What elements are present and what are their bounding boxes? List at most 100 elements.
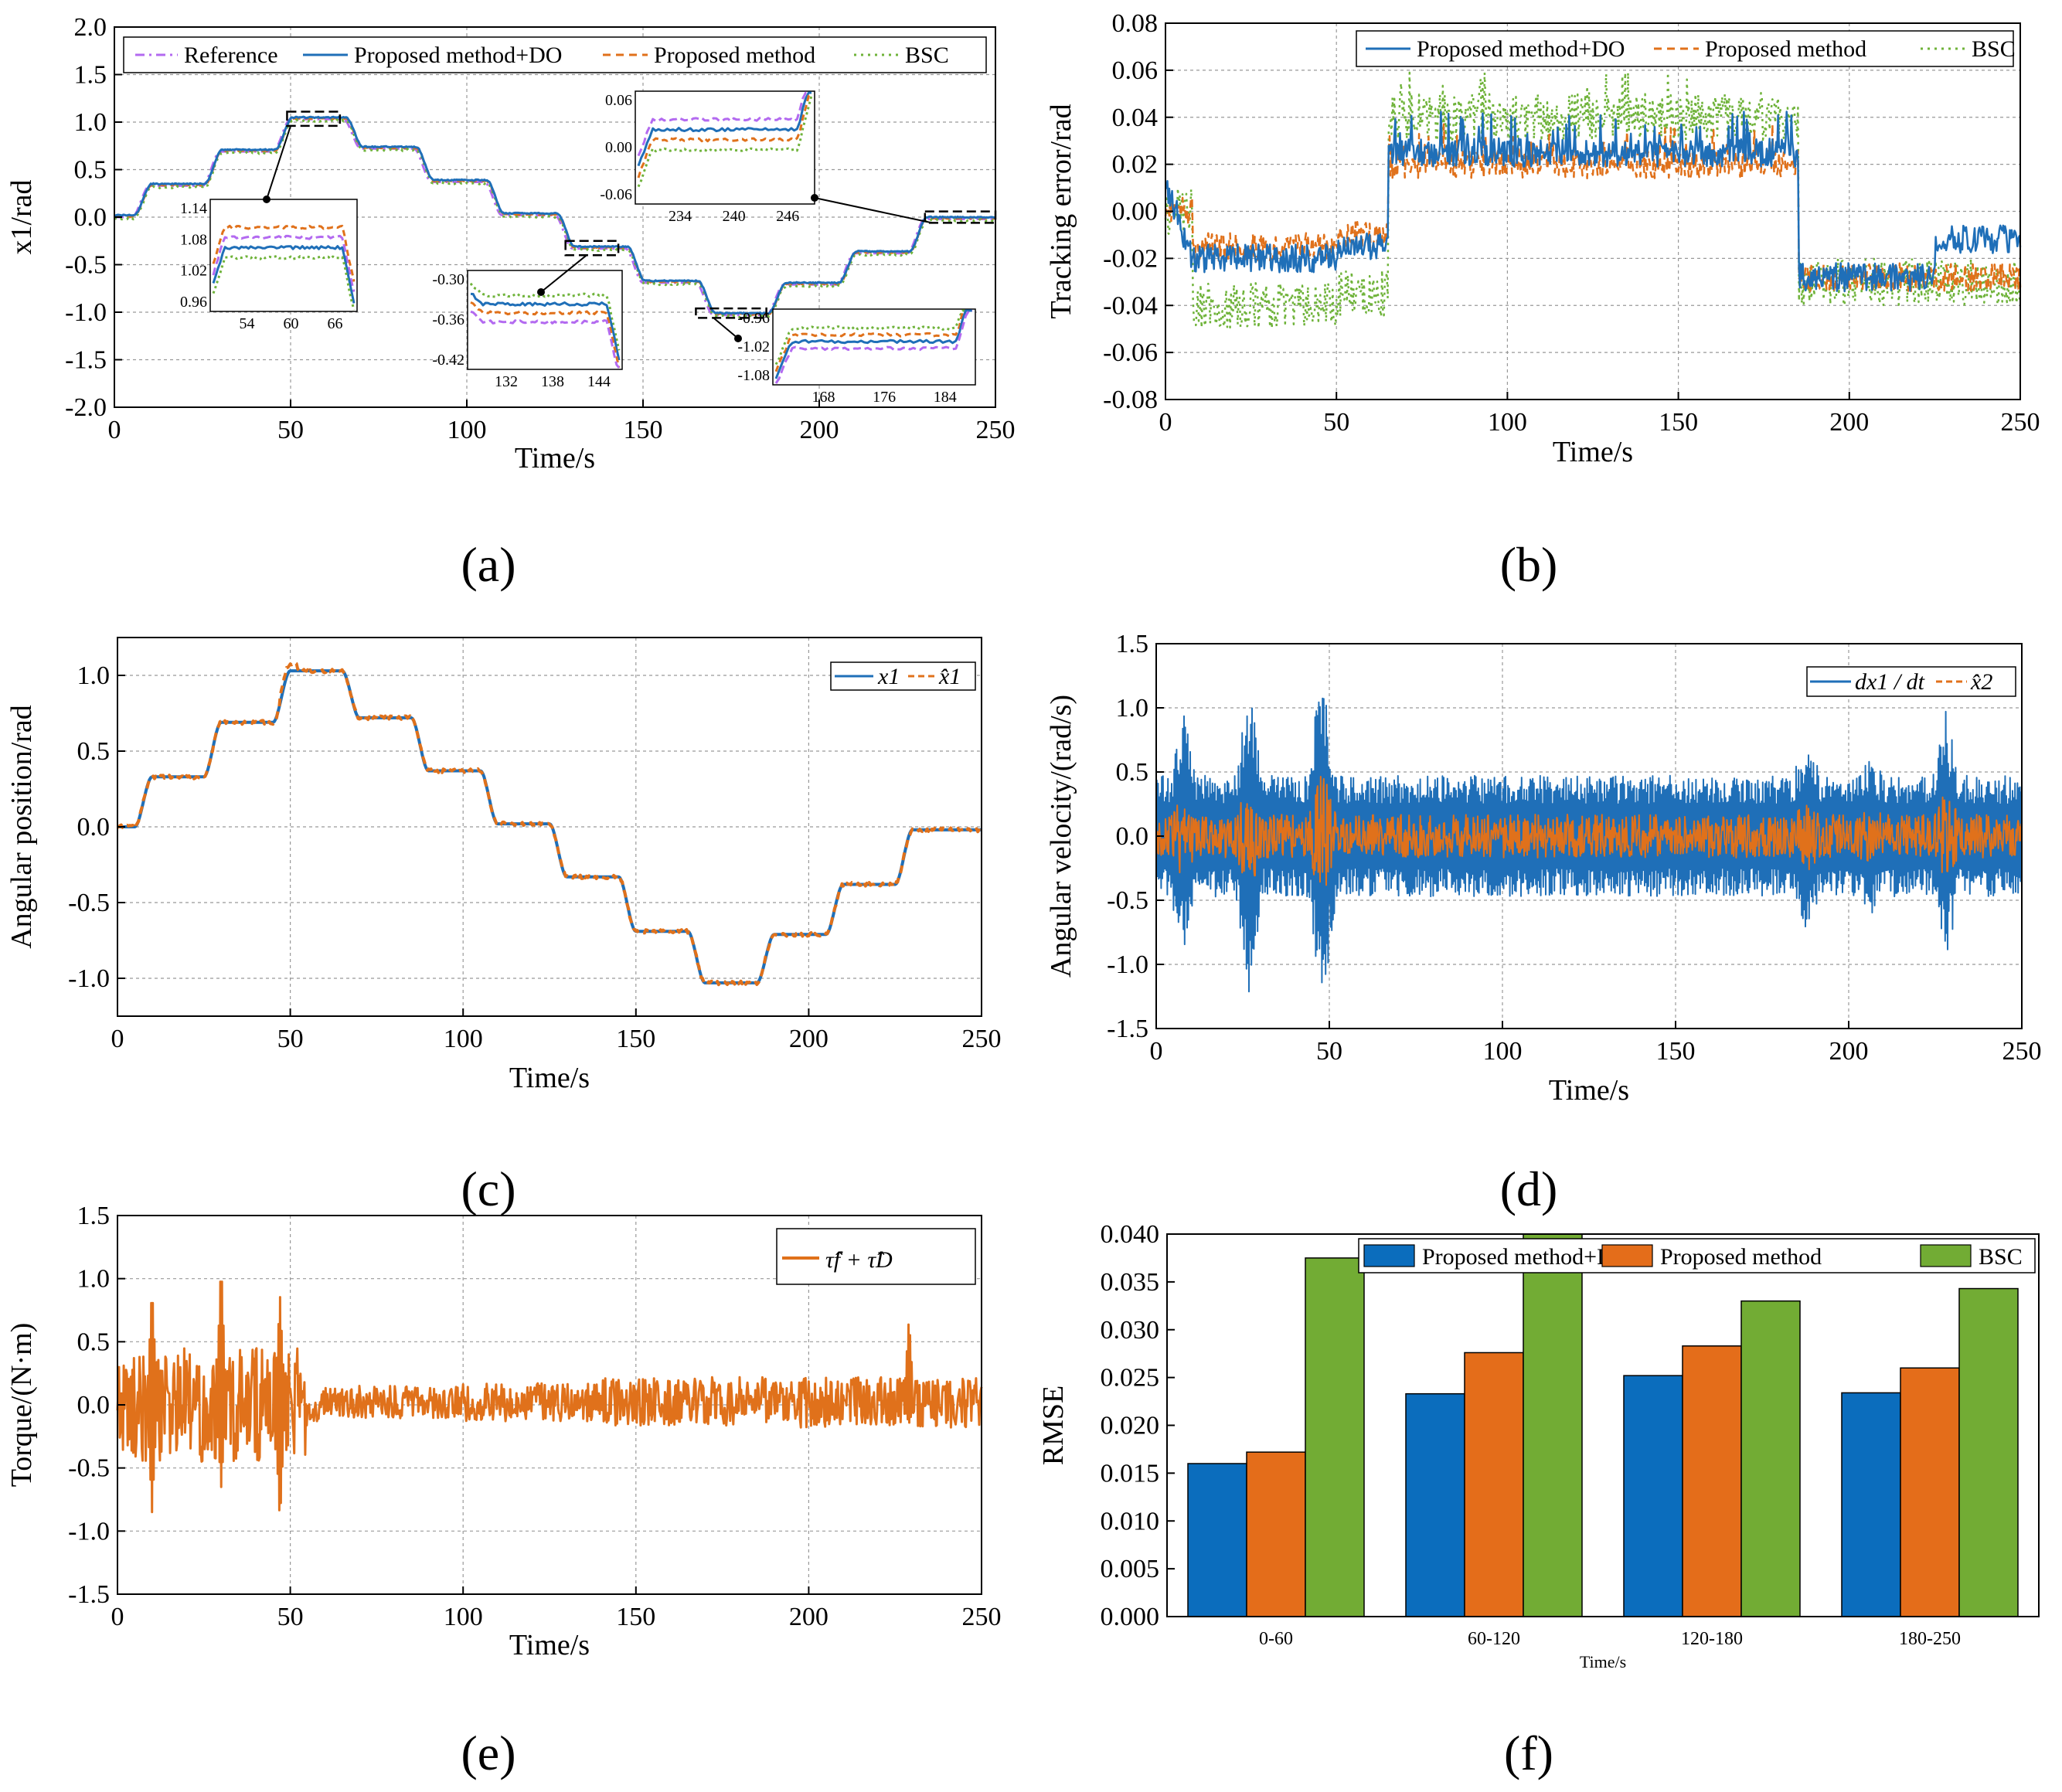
legend-entry: Proposed method — [1660, 1244, 1822, 1270]
y-axis-label: Angular position/rad — [5, 705, 38, 949]
x-tick-label: 0 — [1150, 1037, 1163, 1066]
x-tick-label: 50 — [277, 416, 304, 444]
inset-y-tick: -0.06 — [600, 186, 632, 203]
x-tick-label: 50 — [1323, 408, 1349, 437]
bar — [1523, 1233, 1583, 1617]
y-axis-label: Tracking error/rad — [1045, 104, 1077, 318]
x-tick-label: 100 — [444, 1603, 483, 1631]
series-torque — [116, 1280, 983, 1514]
x-tick-label: 150 — [624, 416, 663, 444]
y-tick-label: 1.0 — [74, 108, 107, 137]
y-axis-label: RMSE — [1037, 1386, 1070, 1465]
inset-x-tick: 234 — [669, 208, 692, 225]
x-tick-label: 100 — [1488, 408, 1527, 437]
y-tick-label: -1.5 — [65, 346, 107, 375]
panel-label-d: (d) — [1500, 1161, 1558, 1216]
legend-box — [123, 36, 987, 73]
y-tick-label: -1.0 — [65, 298, 107, 327]
y-tick-label: -0.5 — [68, 1454, 110, 1483]
x-tick-label: 250 — [2001, 408, 2040, 437]
inset-y-tick: 1.14 — [180, 200, 207, 217]
bar — [1682, 1345, 1742, 1617]
y-tick-label: 0.010 — [1101, 1507, 1160, 1535]
inset-series — [470, 301, 621, 369]
panel-f-chart: 0-60 60-120 120-180 180-250 0.000 0.005 0.010 0… — [1037, 1220, 2040, 1671]
y-tick-label: 0.5 — [77, 1328, 111, 1356]
inset-x-tick: 144 — [587, 373, 611, 390]
bar — [1187, 1463, 1247, 1617]
inset-series — [637, 91, 812, 157]
inset-series — [212, 254, 356, 311]
x-tick-label: 120-180 — [1681, 1629, 1743, 1649]
legend-swatch — [1601, 1244, 1653, 1267]
y-tick-label: -0.5 — [68, 889, 110, 917]
inset-series — [637, 91, 812, 167]
inset-series — [470, 310, 621, 369]
inset-series — [212, 245, 356, 304]
x-axis-label: Time/s — [1580, 1652, 1626, 1671]
inset-x-tick: 60 — [284, 315, 299, 332]
bar — [1464, 1352, 1524, 1617]
legend-entry: x̂2 — [1970, 669, 1992, 695]
legend-entry: x1 — [877, 664, 900, 689]
inset-frame — [635, 90, 815, 205]
x-tick-label: 0-60 — [1259, 1629, 1293, 1649]
y-tick-label: -1.0 — [68, 1517, 110, 1545]
inset-y-tick: -0.30 — [432, 271, 464, 288]
inset-x-tick: 138 — [541, 373, 564, 390]
inset-series — [774, 309, 972, 379]
legend-entry: Reference — [184, 43, 278, 68]
y-tick-label: -0.06 — [1103, 338, 1158, 367]
legend-entry: Proposed method+DO — [354, 43, 562, 68]
x-tick-label: 100 — [447, 416, 487, 444]
y-tick-label: -0.5 — [1107, 886, 1148, 915]
y-tick-label: -0.08 — [1103, 386, 1158, 414]
y-tick-label: -2.0 — [65, 393, 107, 422]
y-tick-label: 1.5 — [74, 61, 107, 90]
legend-entry: BSC — [1972, 36, 2016, 62]
legend-entry: BSC — [1979, 1244, 2023, 1270]
x-tick-label: 0 — [108, 416, 121, 444]
y-tick-label: 1.0 — [77, 1265, 111, 1294]
bar — [1623, 1375, 1683, 1617]
x-tick-label: 250 — [962, 1025, 1002, 1053]
panel-label-f: (f) — [1504, 1726, 1553, 1780]
x-tick-label: 150 — [1656, 1037, 1696, 1066]
panel-e-chart: τ̂f + τ̂D 0 50 100 150 200 250 -1.5 -1.0 -0.5 0.0 0… — [5, 1202, 1002, 1661]
y-tick-label: 0.04 — [1112, 104, 1159, 132]
inset-y-tick: -0.96 — [737, 310, 770, 327]
x-tick-label: 50 — [1316, 1037, 1342, 1066]
panel-b-chart: Proposed method+DO Proposed method BSC 0 50 1… — [1045, 9, 2040, 468]
y-axis-label: Angular velocity/(rad/s) — [1045, 695, 1077, 978]
y-tick-label: 0.005 — [1101, 1555, 1160, 1583]
y-tick-label: 1.5 — [77, 1202, 111, 1230]
x-tick-label: 200 — [1829, 408, 1869, 437]
zoom-arrow — [540, 254, 587, 293]
inset-series — [470, 292, 621, 361]
legend-entry: dx1 / dt — [1855, 669, 1925, 695]
series-x1-hat — [117, 660, 983, 987]
inset-series — [212, 224, 356, 282]
y-tick-label: 0.5 — [1116, 758, 1149, 787]
series-reference — [114, 117, 995, 317]
x-tick-label: 200 — [1829, 1037, 1869, 1066]
bar — [1246, 1451, 1306, 1617]
y-tick-label: -1.5 — [68, 1580, 110, 1609]
y-tick-label: -0.02 — [1103, 244, 1158, 273]
zoom-arrow-head — [811, 194, 818, 202]
x-tick-label: 250 — [962, 1603, 1002, 1631]
zoom-arrow-head — [537, 288, 545, 296]
x-tick-label: 50 — [277, 1603, 304, 1631]
inset-x-tick: 132 — [495, 373, 518, 390]
y-tick-label: 0.0 — [1116, 822, 1149, 851]
y-tick-label: 0.030 — [1101, 1316, 1160, 1345]
x-tick-label: 0 — [111, 1603, 124, 1631]
legend-entry: BSC — [905, 43, 949, 68]
zoom-inset: 0.06 0.00 -0.06 234 240 246 — [600, 90, 933, 225]
y-tick-label: 2.0 — [74, 13, 107, 42]
inset-y-tick: 0.00 — [605, 139, 632, 156]
zoom-region-box — [564, 240, 620, 257]
plot-area — [117, 638, 982, 1016]
legend-entry: Proposed method+DO — [1422, 1244, 1630, 1270]
legend-swatch — [1363, 1244, 1415, 1267]
